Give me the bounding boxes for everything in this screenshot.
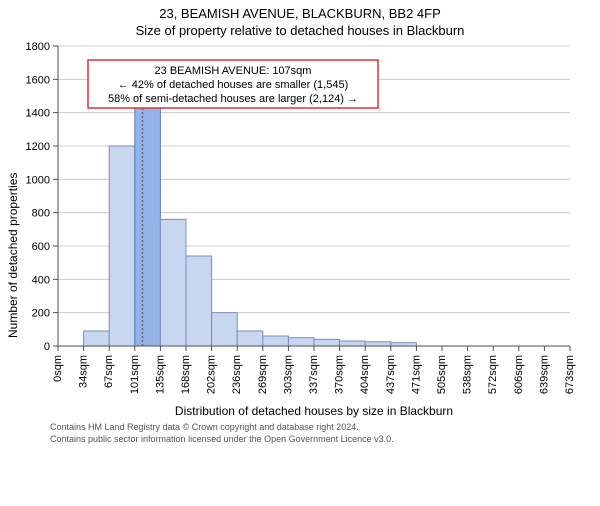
- bar: [340, 341, 366, 346]
- histogram-chart: 0 200 400 600 800 1000 1200 1400 1600 1800 0sqm 34s…: [0, 38, 600, 418]
- svg-text:1800: 1800: [26, 41, 50, 53]
- svg-text:1600: 1600: [26, 74, 50, 86]
- footer-line-2: Contains public sector information licen…: [50, 434, 590, 446]
- svg-text:168sqm: 168sqm: [180, 355, 192, 394]
- svg-text:101sqm: 101sqm: [129, 355, 141, 394]
- svg-text:639sqm: 639sqm: [538, 355, 550, 394]
- svg-text:337sqm: 337sqm: [308, 355, 320, 394]
- svg-text:505sqm: 505sqm: [436, 355, 448, 394]
- svg-text:800: 800: [32, 208, 50, 220]
- bar: [288, 338, 314, 346]
- chart-container: Number of detached properties 0 200 400 600…: [0, 38, 600, 418]
- svg-text:370sqm: 370sqm: [334, 355, 346, 394]
- svg-text:0: 0: [44, 341, 50, 353]
- svg-text:471sqm: 471sqm: [410, 355, 422, 394]
- svg-text:202sqm: 202sqm: [206, 355, 218, 394]
- svg-text:1400: 1400: [26, 108, 50, 120]
- bar: [84, 331, 110, 346]
- bar: [314, 339, 340, 346]
- y-axis-label: Number of detached properties: [6, 173, 20, 338]
- bar: [135, 99, 161, 346]
- annotation-line-2: ← 42% of detached houses are smaller (1,…: [118, 79, 349, 91]
- bar: [237, 331, 263, 346]
- svg-text:572sqm: 572sqm: [487, 355, 499, 394]
- bar: [186, 256, 212, 346]
- svg-text:437sqm: 437sqm: [385, 355, 397, 394]
- svg-text:200: 200: [32, 308, 50, 320]
- svg-text:67sqm: 67sqm: [103, 355, 115, 388]
- svg-text:404sqm: 404sqm: [359, 355, 371, 394]
- bar: [263, 336, 289, 346]
- svg-text:303sqm: 303sqm: [282, 355, 294, 394]
- svg-text:135sqm: 135sqm: [154, 355, 166, 394]
- footer-line-1: Contains HM Land Registry data © Crown c…: [50, 422, 590, 434]
- annotation-line-3: 58% of semi-detached houses are larger (…: [108, 93, 358, 105]
- svg-text:600: 600: [32, 241, 50, 253]
- svg-text:0sqm: 0sqm: [52, 355, 64, 382]
- footer-attribution: Contains HM Land Registry data © Crown c…: [0, 418, 600, 445]
- annotation-line-1: 23 BEAMISH AVENUE: 107sqm: [155, 65, 312, 77]
- svg-text:34sqm: 34sqm: [78, 355, 90, 388]
- svg-text:400: 400: [32, 274, 50, 286]
- svg-text:1200: 1200: [26, 141, 50, 153]
- x-axis-label: Distribution of detached houses by size …: [164, 404, 464, 418]
- bar: [109, 146, 135, 346]
- svg-text:606sqm: 606sqm: [513, 355, 525, 394]
- title-subtitle: Size of property relative to detached ho…: [0, 23, 600, 38]
- svg-text:269sqm: 269sqm: [257, 355, 269, 394]
- svg-text:236sqm: 236sqm: [231, 355, 243, 394]
- svg-text:538sqm: 538sqm: [462, 355, 474, 394]
- bar: [160, 219, 186, 346]
- title-address: 23, BEAMISH AVENUE, BLACKBURN, BB2 4FP: [0, 6, 600, 21]
- svg-text:1000: 1000: [26, 174, 50, 186]
- bar: [212, 313, 238, 346]
- svg-text:673sqm: 673sqm: [564, 355, 576, 394]
- bar: [365, 342, 391, 346]
